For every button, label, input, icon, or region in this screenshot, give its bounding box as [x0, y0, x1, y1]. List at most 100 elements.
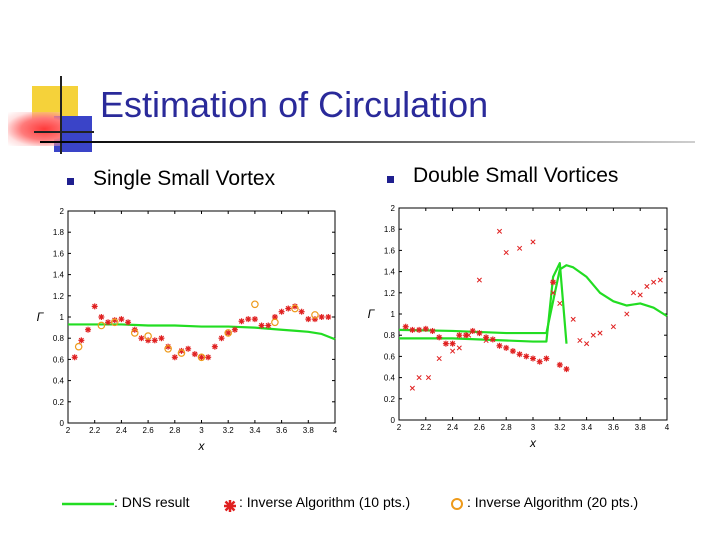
x-point — [450, 348, 456, 354]
x-tick-label: 2.6 — [143, 426, 155, 435]
x-point — [610, 324, 616, 330]
x-point — [590, 332, 596, 338]
x-tick-label: 2.8 — [169, 426, 181, 435]
star-point — [556, 361, 563, 368]
star-point — [271, 314, 278, 320]
star-legend-icon — [224, 500, 236, 512]
star-point — [211, 343, 218, 350]
star-point — [298, 308, 305, 315]
x-point — [517, 245, 523, 251]
x-point — [651, 279, 657, 285]
y-tick-label: 1.6 — [53, 249, 65, 258]
star-point — [523, 353, 530, 360]
bullet-single-vortex: Single Small Vortex — [93, 167, 276, 190]
corner-decoration — [0, 0, 100, 154]
circle-point — [311, 311, 319, 319]
x-tick-label: 2.4 — [447, 423, 459, 432]
y-tick-label: 0.6 — [384, 352, 396, 361]
star-point — [251, 316, 258, 323]
star-point — [78, 337, 85, 344]
legend-inv10-label: : Inverse Algorithm (10 pts.) — [239, 494, 411, 510]
y-tick-label: 0.2 — [384, 395, 396, 404]
x-tick-label: 3 — [199, 426, 204, 435]
star-point — [185, 345, 192, 352]
x-point — [644, 283, 650, 289]
x-axis-label: x — [198, 439, 206, 453]
star-point — [449, 340, 456, 347]
star-point — [278, 308, 285, 315]
star-point — [550, 279, 557, 286]
star-point — [509, 348, 516, 355]
y-tick-label: 0.8 — [384, 331, 396, 340]
star-point — [71, 354, 78, 361]
circle-point — [224, 329, 233, 337]
x-point — [456, 345, 462, 351]
y-axis-label: Γ — [368, 307, 376, 321]
star-point — [422, 325, 429, 332]
star-point — [530, 355, 536, 362]
y-tick-label: 2 — [60, 207, 65, 216]
x-point — [584, 341, 590, 347]
star-point — [98, 314, 105, 320]
star-point — [543, 355, 550, 362]
x-tick-label: 3.2 — [554, 423, 566, 432]
star-point — [231, 326, 238, 333]
x-point — [466, 332, 472, 338]
star-point — [225, 329, 232, 336]
circle-point — [74, 342, 83, 351]
y-tick-label: 1.8 — [53, 228, 65, 237]
x-point — [597, 330, 603, 336]
star-point — [489, 336, 496, 343]
title-divider — [40, 141, 695, 143]
y-tick-label: 0.2 — [53, 398, 65, 407]
dns-line — [399, 262, 568, 344]
star-point — [536, 358, 543, 365]
x-point — [496, 228, 503, 234]
star-point — [563, 366, 570, 373]
dns-line — [68, 323, 336, 341]
y-tick-label: 0 — [391, 416, 396, 425]
star-point — [305, 316, 312, 323]
star-point — [503, 344, 510, 351]
star-point — [409, 326, 416, 333]
star-point — [429, 327, 436, 334]
star-point — [325, 314, 332, 320]
star-point — [436, 334, 443, 341]
x-point — [503, 249, 509, 256]
circle-point — [130, 329, 139, 337]
x-tick-label: 2.6 — [474, 423, 486, 432]
star-point — [191, 351, 198, 358]
star-point — [265, 322, 272, 329]
star-point — [105, 319, 112, 326]
star-point — [318, 314, 325, 320]
y-tick-label: 1 — [60, 313, 65, 322]
circle-point — [97, 321, 106, 330]
star-point — [91, 303, 98, 310]
star-point — [476, 330, 483, 337]
y-tick-label: 0.8 — [53, 334, 65, 343]
legend-dns-label: : DNS result — [114, 494, 190, 510]
y-tick-label: 0.6 — [53, 355, 65, 364]
x-point — [577, 337, 583, 344]
x-point — [550, 290, 556, 296]
circle-legend-icon — [451, 498, 463, 510]
x-tick-label: 2.4 — [116, 426, 128, 435]
star-point — [238, 318, 245, 325]
x-point — [637, 292, 643, 298]
x-tick-label: 2.2 — [89, 426, 101, 435]
star-point — [258, 322, 265, 329]
x-tick-label: 2.2 — [420, 423, 432, 432]
x-tick-label: 2 — [397, 423, 402, 432]
star-point — [516, 351, 523, 358]
circle-point — [291, 304, 299, 313]
x-tick-label: 3.8 — [303, 426, 315, 435]
star-point — [456, 332, 463, 339]
y-axis-label: Γ — [37, 310, 45, 324]
y-tick-label: 0.4 — [384, 374, 396, 383]
star-point — [402, 323, 409, 330]
circle-point — [164, 344, 172, 353]
x-point — [483, 337, 489, 344]
star-point — [151, 337, 158, 344]
star-point — [118, 316, 125, 323]
